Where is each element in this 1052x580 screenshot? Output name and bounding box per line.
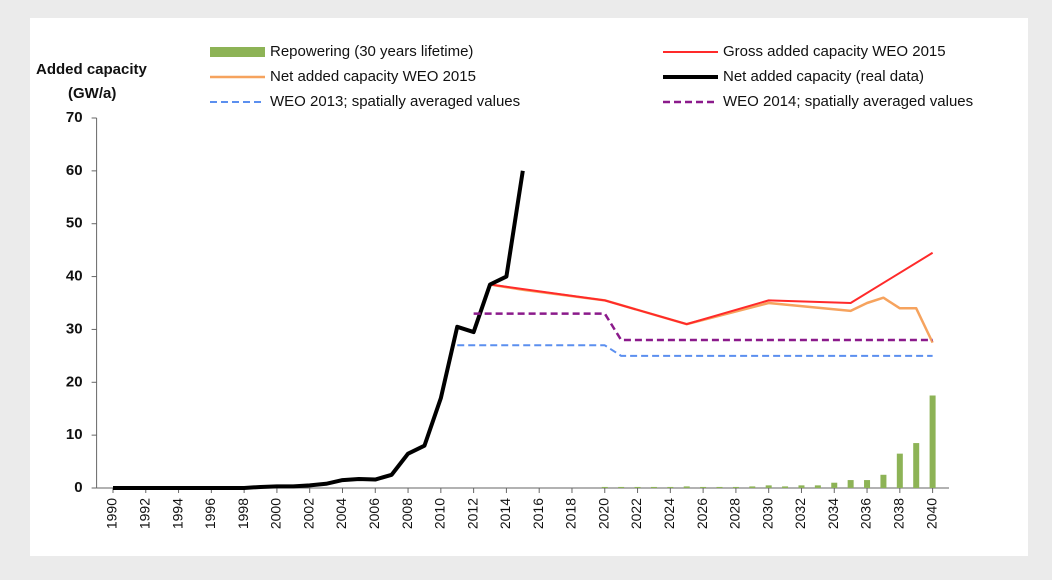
line (473, 312, 933, 342)
bar (913, 443, 920, 488)
legend-label: Net added capacity WEO 2015 (270, 68, 476, 85)
x-tick-label: 1994 (169, 498, 185, 529)
x-tick-label: 2018 (563, 498, 579, 529)
bar (847, 480, 854, 488)
bar (601, 486, 608, 488)
panel (30, 18, 1028, 556)
line (457, 344, 933, 357)
x-tick-label: 2024 (661, 498, 677, 529)
bar (634, 486, 641, 488)
legend-label: WEO 2013; spatially averaged values (270, 93, 520, 110)
bar (749, 486, 756, 488)
x-tick-label: 2036 (858, 498, 874, 529)
bar (716, 486, 723, 488)
x-tick-label: 2030 (759, 498, 775, 529)
bar (765, 485, 772, 488)
x-tick-label: 2028 (727, 498, 743, 529)
bar (831, 482, 838, 488)
x-tick-label: 2022 (628, 498, 644, 529)
y-tick-label: 10 (66, 426, 83, 443)
bar (650, 486, 657, 488)
bar (782, 486, 789, 488)
x-tick-label: 1992 (136, 498, 152, 529)
x-tick-label: 2000 (268, 498, 284, 529)
x-tick-label: 2002 (300, 498, 316, 529)
bar (732, 486, 739, 488)
x-tick-label: 2038 (891, 498, 907, 529)
bar (667, 486, 674, 488)
bar (896, 453, 903, 488)
y-tick-label: 20 (66, 373, 83, 390)
x-tick-label: 1998 (235, 498, 251, 529)
y-axis-label: Added capacity (36, 61, 148, 78)
y-tick-label: 30 (66, 320, 83, 337)
y-axis-label: (GW/a) (68, 85, 116, 102)
y-tick-label: 40 (66, 268, 83, 285)
x-tick-label: 2040 (923, 498, 939, 529)
legend-label: Gross added capacity WEO 2015 (723, 43, 946, 60)
x-tick-label: 2016 (530, 498, 546, 529)
x-tick-label: 2012 (464, 498, 480, 529)
y-tick-label: 60 (66, 162, 83, 179)
legend-label: Repowering (30 years lifetime) (270, 43, 473, 60)
x-tick-label: 2020 (595, 498, 611, 529)
x-tick-label: 1990 (104, 498, 120, 529)
bar (814, 485, 821, 488)
x-tick-label: 1996 (202, 498, 218, 529)
bar (929, 395, 936, 488)
legend-label: WEO 2014; spatially averaged values (723, 93, 973, 110)
bar (880, 474, 887, 488)
x-tick-label: 2008 (399, 498, 415, 529)
x-tick-label: 2026 (694, 498, 710, 529)
bar (864, 480, 871, 488)
x-tick-label: 2004 (333, 498, 349, 529)
bar (798, 485, 805, 488)
bar (700, 486, 707, 488)
line (112, 170, 525, 490)
x-tick-label: 2014 (497, 498, 513, 529)
x-tick-label: 2032 (792, 498, 808, 529)
legend-swatch (210, 47, 265, 57)
y-tick-label: 70 (66, 109, 83, 126)
y-tick-label: 50 (66, 215, 83, 232)
bar (618, 486, 625, 488)
legend-label: Net added capacity (real data) (723, 68, 924, 85)
line (489, 251, 934, 326)
bar (683, 486, 690, 488)
x-tick-label: 2006 (366, 498, 382, 529)
x-tick-label: 2010 (432, 498, 448, 529)
y-tick-label: 0 (74, 479, 82, 496)
x-tick-label: 2034 (825, 498, 841, 529)
